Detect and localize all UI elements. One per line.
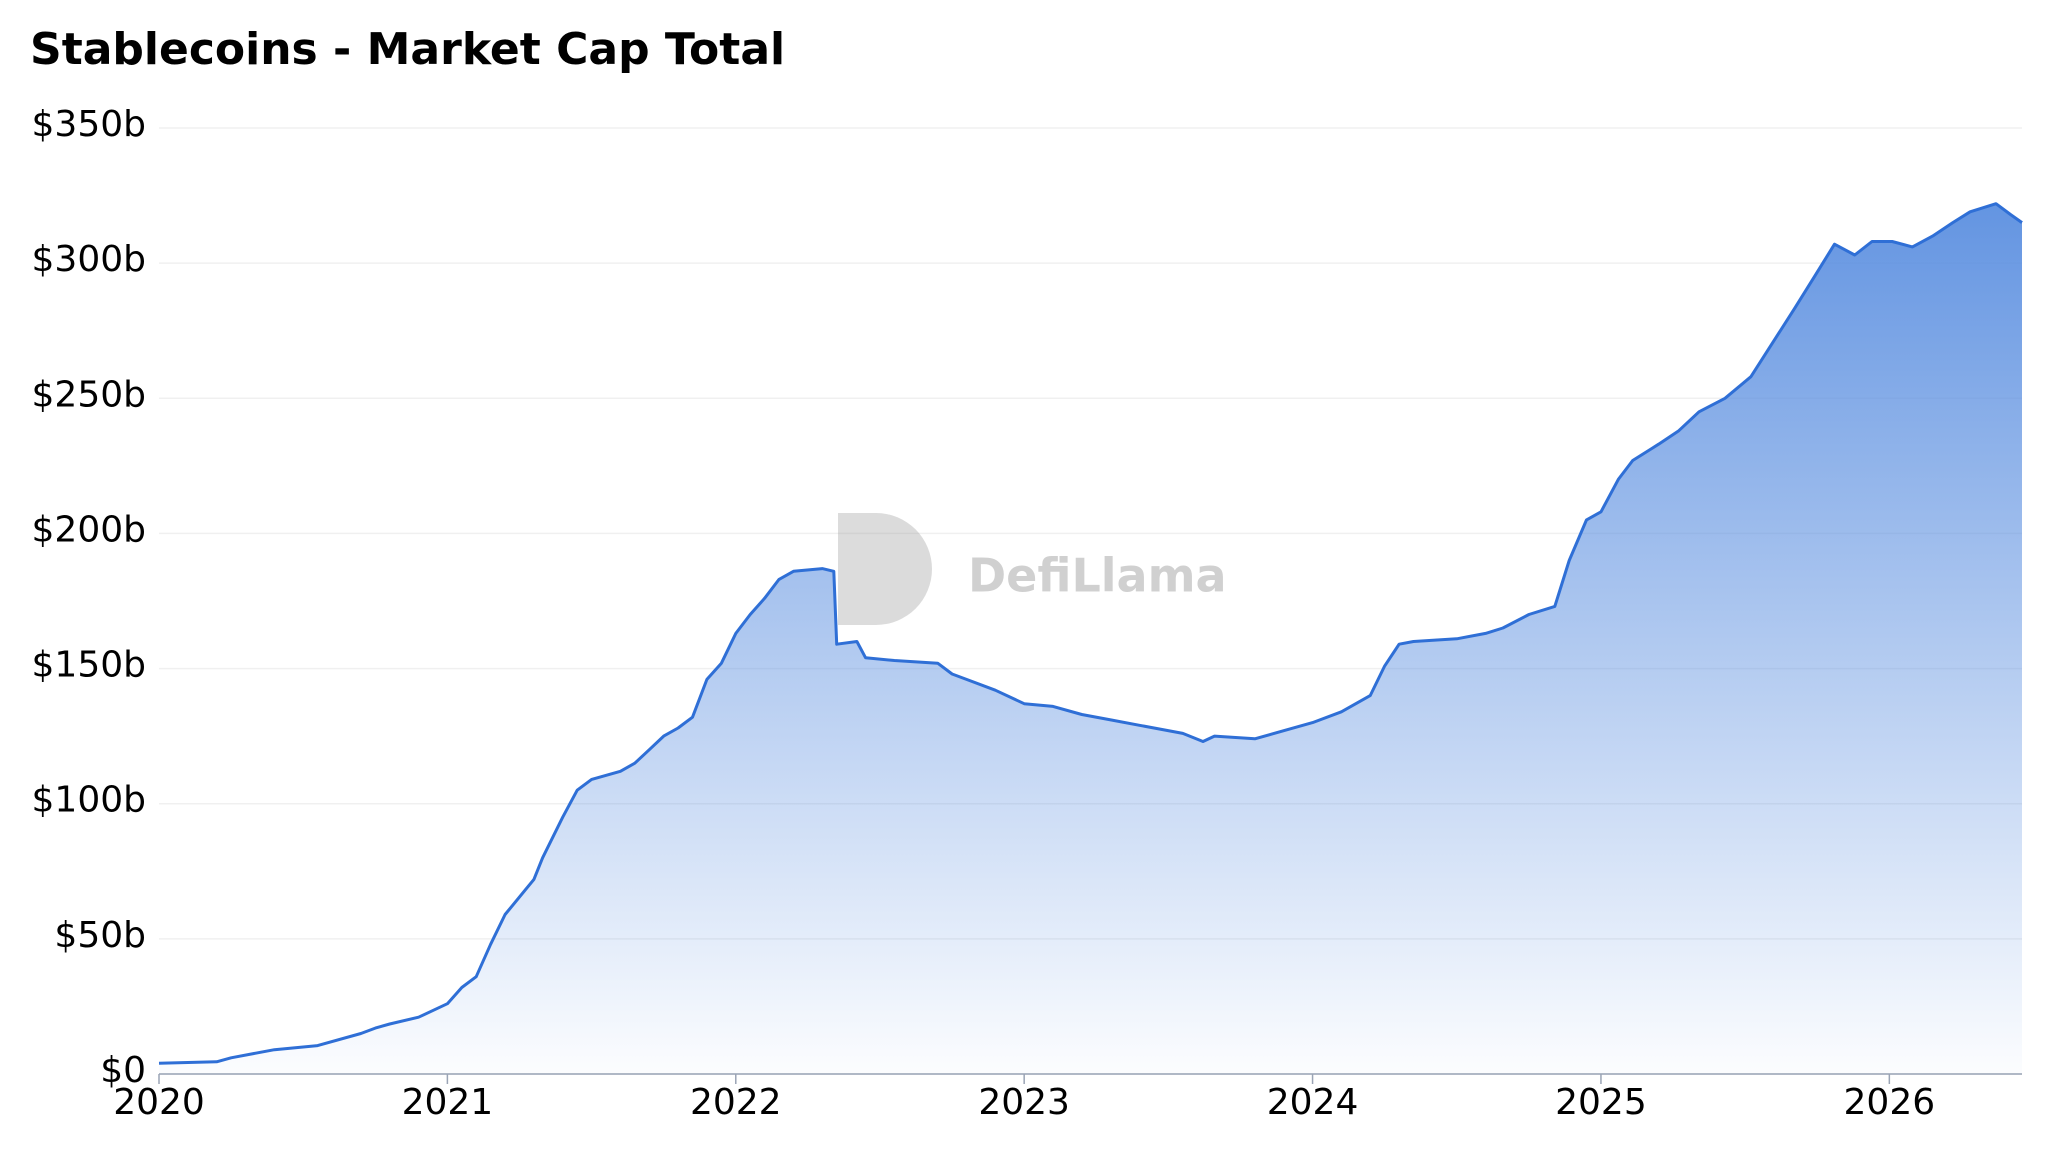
y-tick-label: $350b [32,104,146,145]
x-tick-label: 2026 [1844,1082,1936,1123]
area [159,203,2022,1074]
y-tick-label: $0 [100,1050,146,1091]
watermark-text: DefiLlama [968,549,1227,603]
x-tick-label: 2022 [690,1082,782,1123]
y-tick-label: $150b [32,645,146,686]
watermark-logo [838,513,932,625]
y-tick-label: $200b [32,509,146,550]
x-tick-label: 2020 [113,1082,205,1123]
y-tick-label: $100b [32,780,146,821]
chart-title: Stablecoins - Market Cap Total [30,24,785,75]
y-tick-label: $300b [32,239,146,280]
watermark: DefiLlama [838,513,1227,625]
x-tick-label: 2023 [978,1082,1070,1123]
y-tick-label: $50b [54,915,146,956]
y-tick-label: $250b [32,374,146,415]
x-tick-label: 2025 [1555,1082,1647,1123]
x-tick-label: 2024 [1267,1082,1359,1123]
x-tick-label: 2021 [402,1082,494,1123]
line [158,202,2023,1065]
